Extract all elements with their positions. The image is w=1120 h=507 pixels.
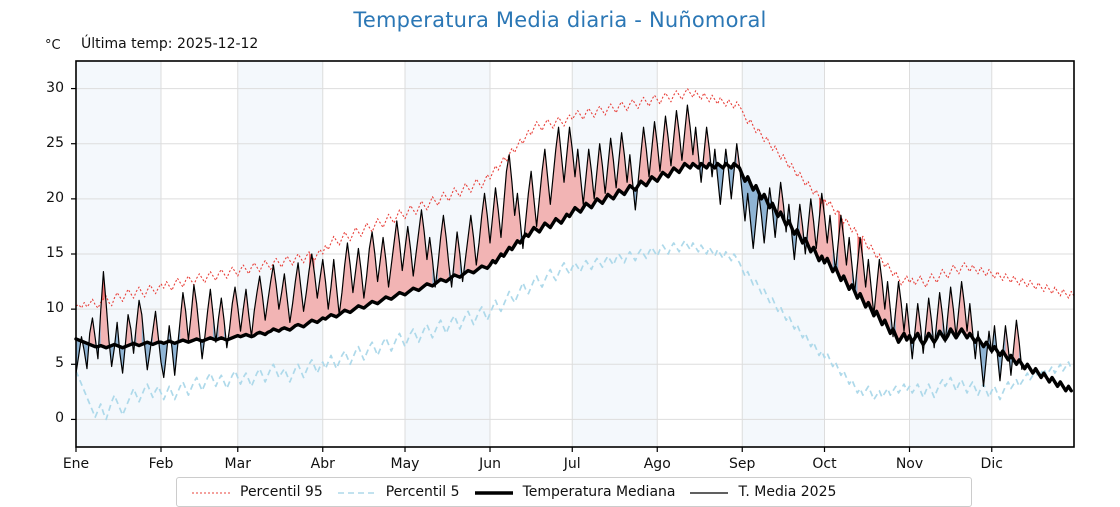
legend-item[interactable]: Percentil 5 xyxy=(323,478,460,506)
legend-item[interactable]: Temperatura Mediana xyxy=(460,478,676,506)
fill-below-median xyxy=(739,165,770,249)
legend-swatch-dotted xyxy=(191,485,231,499)
fill-above-median xyxy=(635,105,702,210)
fill-above-p95 xyxy=(309,251,315,274)
x-tick-label: Mar xyxy=(224,456,251,472)
fill-above-median xyxy=(86,317,98,369)
fill-below-median xyxy=(832,242,839,274)
fill-below-median xyxy=(909,331,915,359)
legend-label: Percentil 5 xyxy=(385,484,460,500)
series-percentil-5 xyxy=(75,239,1073,421)
legend-label: Percentil 95 xyxy=(240,484,323,500)
fill-below-median xyxy=(851,265,858,299)
fill-above-p95 xyxy=(857,234,863,266)
fill-below-median xyxy=(972,331,979,359)
y-axis-unit-label: °C xyxy=(45,38,61,53)
y-tick-label: 30 xyxy=(46,79,64,96)
fill-below-median xyxy=(725,143,737,199)
y-tick-label: 0 xyxy=(55,410,64,427)
page-title: Temperatura Media diaria - Nuñomoral xyxy=(353,8,767,32)
x-tick-label: Ago xyxy=(643,456,671,472)
legend-label: T. Media 2025 xyxy=(738,484,837,500)
legend-swatch-solid xyxy=(474,485,514,499)
fill-above-median xyxy=(251,254,340,337)
y-tick-label: 25 xyxy=(46,134,64,151)
fill-below-median xyxy=(994,325,1006,381)
x-tick-label: Nov xyxy=(895,456,924,472)
fill-above-median xyxy=(435,215,452,288)
fill-below-median xyxy=(714,149,726,205)
x-tick-label: Dic xyxy=(980,456,1003,472)
fill-above-median xyxy=(912,303,924,359)
legend-item[interactable]: T. Media 2025 xyxy=(675,478,836,506)
fill-above-p95 xyxy=(819,193,825,221)
fill-above-median xyxy=(854,237,894,337)
fill-above-median xyxy=(150,311,161,363)
x-tick-label: Feb xyxy=(148,456,174,472)
last-temperature-date: Última temp: 2025-12-12 xyxy=(81,36,259,52)
chart-legend: Percentil 95 Percentil 5 Temperatura Media… xyxy=(176,477,972,507)
fill-below-median xyxy=(199,331,205,359)
fill-above-median xyxy=(701,127,713,183)
fill-below-median xyxy=(788,204,800,260)
series-temperatura-mediana xyxy=(74,161,1073,393)
x-tick-label: Jun xyxy=(479,456,501,472)
fill-below-median xyxy=(1008,347,1014,376)
y-tick-label: 20 xyxy=(46,189,64,206)
x-tick-label: Jul xyxy=(563,456,581,472)
x-tick-label: Abr xyxy=(310,456,335,472)
legend-swatch-dashed xyxy=(337,485,377,499)
fill-above-median xyxy=(945,281,976,359)
fill-below-median xyxy=(169,320,181,376)
fill-above-p95 xyxy=(838,209,844,243)
fill-below-median xyxy=(158,325,170,378)
fill-above-median xyxy=(522,127,636,249)
x-tick-label: Sep xyxy=(729,456,756,472)
legend-label: Temperatura Mediana xyxy=(522,484,676,500)
x-tick-label: Oct xyxy=(812,456,837,472)
series-t-media-2025 xyxy=(75,104,1023,387)
fill-above-median xyxy=(1010,320,1022,376)
fill-below-median xyxy=(698,154,704,183)
y-tick-label: 5 xyxy=(55,355,64,372)
legend-swatch-solid xyxy=(689,485,729,499)
fill-above-median xyxy=(202,289,216,359)
fill-above-median xyxy=(805,193,836,272)
y-tick-label: 10 xyxy=(46,300,64,317)
legend-item[interactable]: Percentil 95 xyxy=(177,478,323,506)
fill-above-p95 xyxy=(100,271,107,312)
x-tick-label: Ene xyxy=(62,456,90,472)
fill-above-median xyxy=(97,271,112,367)
fill-above-median xyxy=(775,182,787,238)
x-tick-label: May xyxy=(390,456,420,472)
y-tick-label: 15 xyxy=(46,245,64,261)
